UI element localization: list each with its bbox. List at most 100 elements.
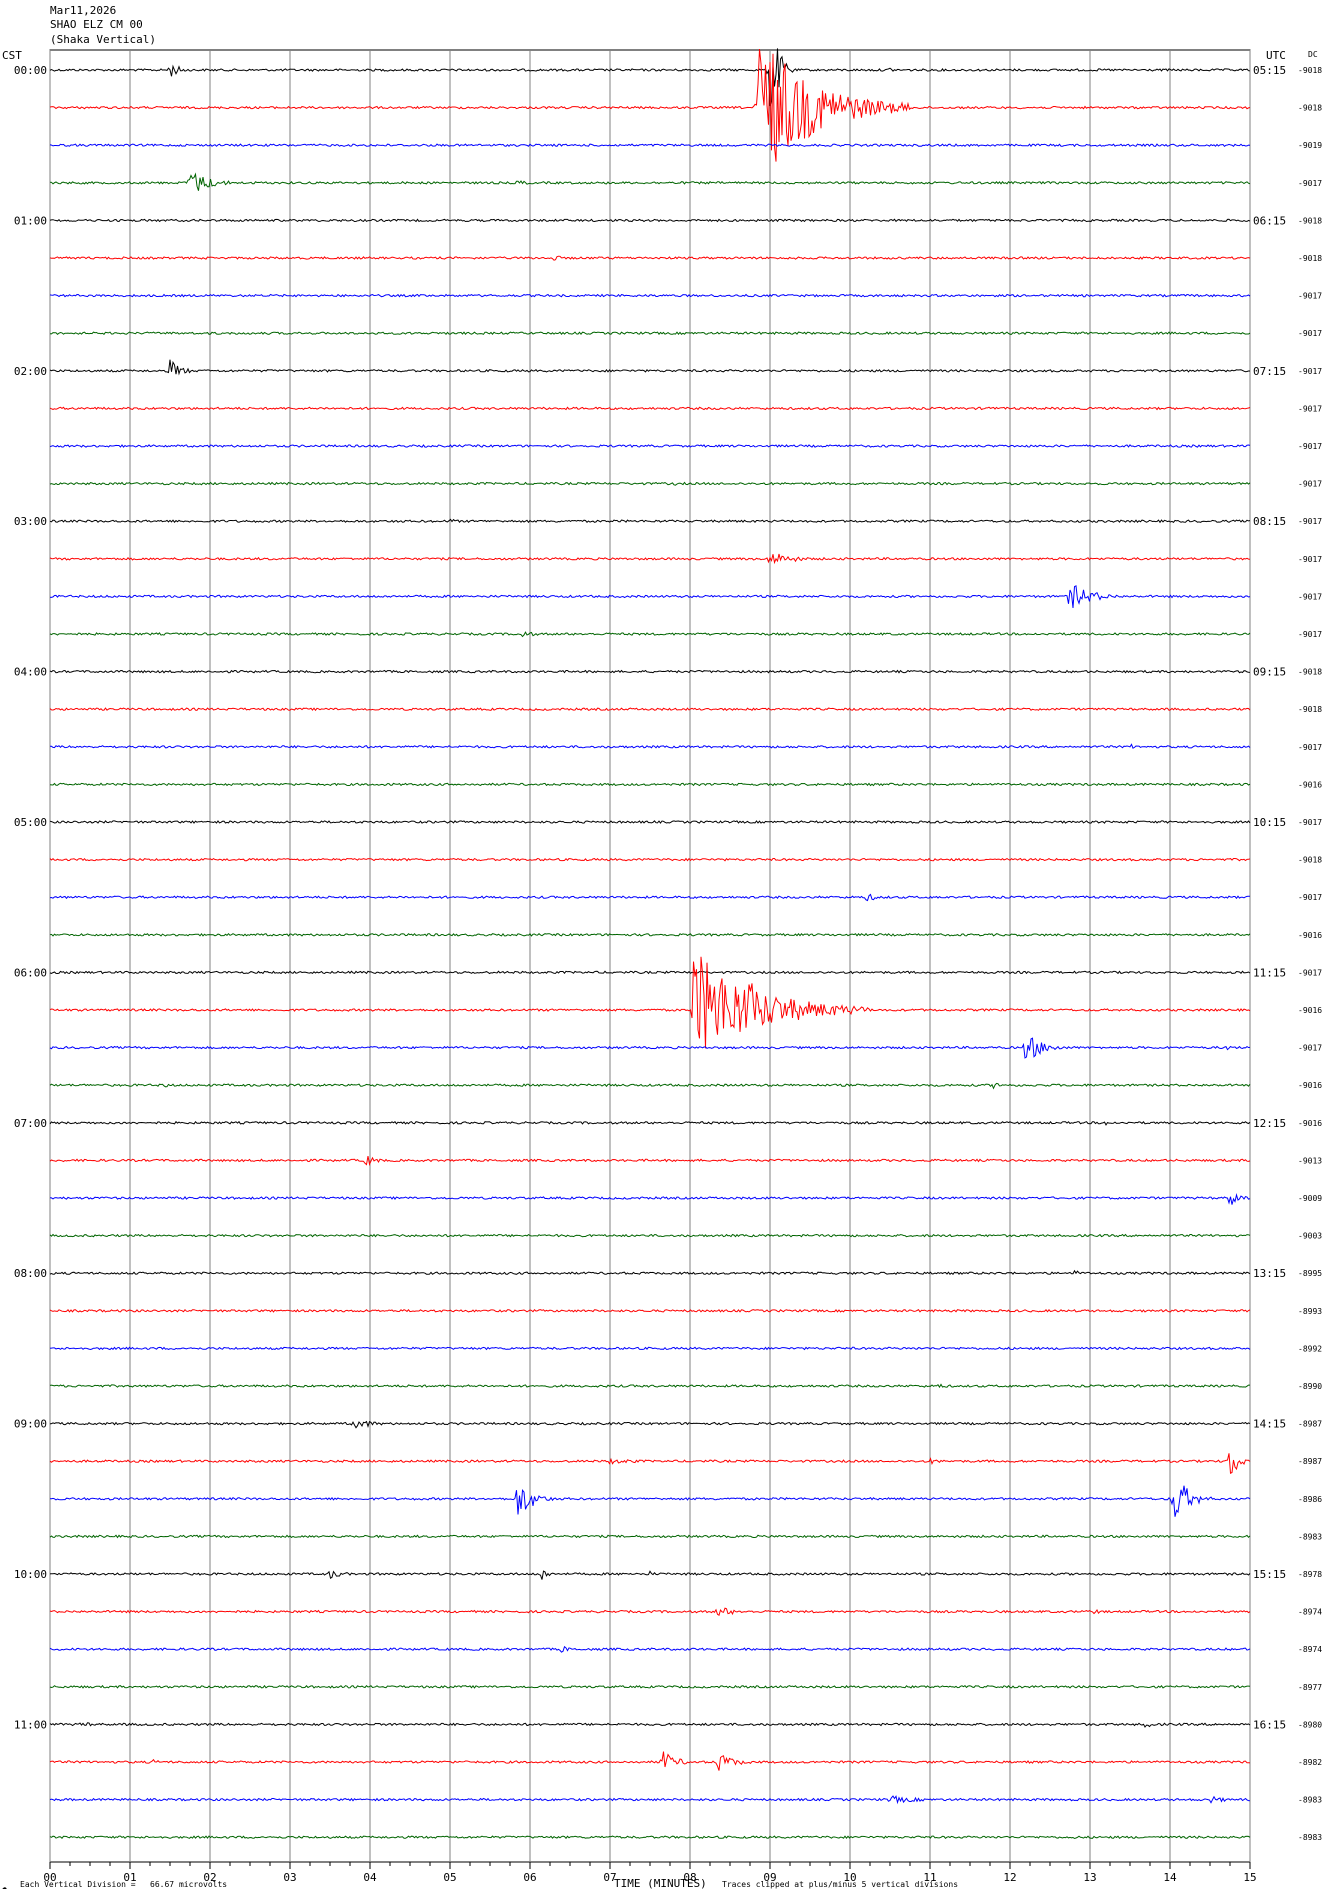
seismic-trace [49,518,1251,524]
seismic-trace [49,293,1251,298]
dc-value: -9003 [1298,1232,1322,1241]
utc-time-label: 11:15 [1253,966,1286,979]
x-axis-title: TIME (MINUTES) [614,1877,707,1890]
seismic-trace [49,1645,1251,1653]
seismic-trace [49,1570,1251,1580]
dc-value: -9017 [1298,893,1322,902]
cst-time-label: 07:00 [14,1117,47,1130]
grid [49,49,1251,1869]
seismic-trace [49,707,1251,712]
seismic-trace [49,1082,1251,1090]
dc-value: -9018 [1298,705,1322,714]
dc-value: -8983 [1298,1532,1322,1541]
seismic-trace [49,932,1251,937]
dc-value: -9016 [1298,780,1322,789]
dc-value: -9017 [1298,743,1322,752]
dc-value: -9017 [1298,442,1322,451]
seismic-trace [50,743,1251,749]
dc-value: -8987 [1298,1420,1322,1429]
x-tick-label: 12 [1003,1871,1016,1884]
cst-time-label: 03:00 [14,515,47,528]
x-tick-label: 11 [923,1871,936,1884]
seismic-trace [49,481,1251,486]
clip-note: Traces clipped at plus/minus 5 vertical … [722,1880,959,1889]
seismic-trace [49,1684,1251,1689]
seismic-trace [49,143,1251,148]
seismic-trace [49,444,1251,448]
utc-time-label: 06:15 [1253,214,1286,227]
dc-value: -9017 [1298,404,1322,413]
dc-value: -8992 [1298,1344,1322,1353]
dc-value: -8983 [1298,1796,1322,1805]
dc-value: -9017 [1298,818,1322,827]
dc-value: -8987 [1298,1457,1322,1466]
seismic-trace [49,1534,1251,1539]
utc-time-label: 12:15 [1253,1117,1286,1130]
seismic-trace [49,1795,1251,1805]
utc-time-label: 10:15 [1253,816,1286,829]
utc-time-label: 05:15 [1253,64,1286,77]
seismic-trace [49,970,1251,975]
seismic-trace [49,1193,1251,1205]
trace-layer [49,48,1251,1840]
logo-icon: ☁ [2,1882,7,1891]
seismic-trace [49,1751,1251,1771]
dc-value: -8993 [1298,1307,1322,1316]
seismic-trace [49,1722,1251,1728]
cst-time-label: 11:00 [14,1718,47,1731]
dc-value: -9018 [1298,856,1322,865]
seismic-trace [49,1383,1250,1389]
seismic-trace [49,585,1251,609]
seismic-trace [49,48,1251,162]
x-tick-label: 02 [203,1871,216,1884]
dc-value: -9017 [1298,367,1322,376]
dc-value: -9016 [1298,1081,1322,1090]
dc-column-label: DC [1308,50,1318,59]
dc-value: -9009 [1298,1194,1322,1203]
dc-value: -9017 [1298,555,1322,564]
x-tick-label: 06 [523,1871,536,1884]
x-tick-label: 15 [1243,1871,1256,1884]
utc-time-label: 07:15 [1253,365,1286,378]
chart-station: SHAO ELZ CM 00 [50,18,143,31]
seismic-trace [49,1420,1251,1429]
seismic-trace [49,1308,1251,1313]
dc-value: -8983 [1298,1833,1322,1842]
cst-time-label: 05:00 [14,816,47,829]
utc-time-label: 08:15 [1253,515,1286,528]
dc-value: -8982 [1298,1758,1322,1767]
x-tick-label: 09 [763,1871,776,1884]
cst-time-label: 10:00 [14,1568,47,1581]
cst-time-label: 04:00 [14,666,47,679]
seismic-trace [49,1453,1251,1474]
dc-value: -8977 [1298,1683,1322,1692]
dc-value: -9017 [1298,968,1322,977]
x-tick-label: 01 [123,1871,136,1884]
seismic-trace [49,218,1251,223]
seismic-trace [49,1485,1251,1517]
seismic-trace [49,782,1251,787]
seismic-trace [49,406,1251,411]
seismic-trace [49,857,1251,862]
cst-time-label: 09:00 [14,1418,47,1431]
dc-value: -9017 [1298,329,1322,338]
dc-value: -9016 [1298,931,1322,940]
x-tick-label: 13 [1083,1871,1096,1884]
dc-value: -9017 [1298,292,1322,301]
dc-value: -9018 [1298,668,1322,677]
dc-value: -9017 [1298,1044,1322,1053]
seismic-trace [49,1607,1251,1616]
dc-value: -9018 [1298,104,1322,113]
x-tick-label: 08 [683,1871,696,1884]
dc-value: -8980 [1298,1720,1322,1729]
x-tick-label: 04 [363,1871,377,1884]
seismic-trace [49,331,1251,336]
x-tick-label: 14 [1163,1871,1177,1884]
dc-value: -9013 [1298,1156,1322,1165]
x-tick-label: 07 [603,1871,616,1884]
dc-value: -9019 [1298,141,1322,150]
cst-time-label: 02:00 [14,365,47,378]
seismic-trace [49,631,1251,638]
seismic-trace [49,48,1251,107]
cst-time-label: 08:00 [14,1267,47,1280]
